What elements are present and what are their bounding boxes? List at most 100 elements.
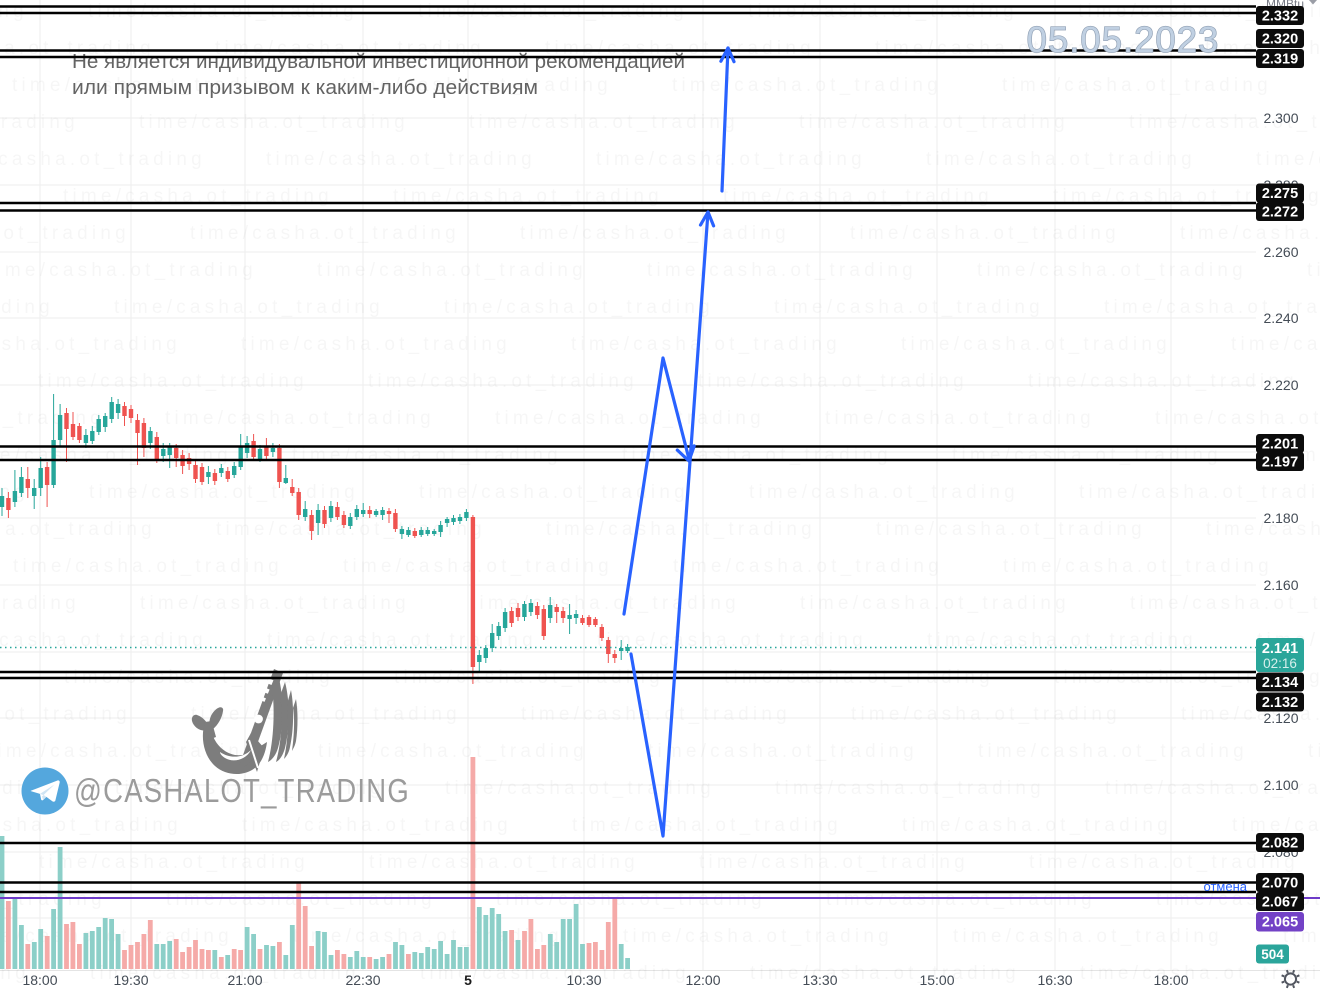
svg-text:time/casha.ot_trading: time/casha.ot_trading [774, 297, 1044, 318]
svg-text:time/casha.ot_trading: time/casha.ot_trading [673, 556, 943, 577]
svg-text:time/casha.ot_trading: time/casha.ot_trading [0, 334, 181, 355]
svg-text:2.320: 2.320 [1262, 32, 1298, 48]
svg-text:time/casha.ot_trading: time/casha.ot_trading [800, 593, 1070, 614]
svg-text:time/casha.ot_trading: time/casha.ot_trading [165, 408, 435, 429]
svg-text:time/casha.ot_trading: time/casha.ot_trading [39, 852, 309, 873]
svg-text:time/casha.ot_trading: time/casha.ot_trading [775, 778, 1045, 799]
svg-text:time/casha.ot_trading: time/casha.ot_trading [978, 741, 1248, 762]
svg-text:time/casha.ot_trading: time/casha.ot_trading [89, 482, 359, 503]
svg-text:time/casha.ot_trading: time/casha.ot_trading [0, 408, 105, 429]
svg-text:time/casha.ot_trading: time/casha.ot_trading [648, 741, 918, 762]
svg-text:time/casha.ot_trading: time/casha.ot_trading [0, 149, 206, 170]
svg-text:13:30: 13:30 [802, 972, 837, 988]
svg-text:22:30: 22:30 [345, 972, 380, 988]
svg-text:16:30: 16:30 [1037, 972, 1072, 988]
svg-text:time/casha.ot_trading: time/casha.ot_trading [1029, 852, 1299, 873]
svg-text:time/casha.ot_trading: time/casha.ot_trading [750, 963, 1020, 984]
svg-text:time/casha.ot_trading: time/casha.ot_trading [1308, 741, 1320, 762]
svg-text:time/casha.ot_trading: time/casha.ot_trading [876, 519, 1146, 540]
svg-text:2.332: 2.332 [1262, 9, 1298, 25]
svg-text:time/casha.ot_trading: time/casha.ot_trading [292, 445, 562, 466]
svg-text:time/casha.ot_trading: time/casha.ot_trading [521, 704, 791, 725]
svg-text:MMBtu: MMBtu [1266, 0, 1304, 11]
svg-text:2.070: 2.070 [1262, 876, 1298, 892]
svg-text:time/casha.ot_trading: time/casha.ot_trading [596, 149, 866, 170]
svg-text:Не является индивидувальной ин: Не является индивидувальной инвестиционн… [72, 51, 685, 73]
svg-text:18:00: 18:00 [1153, 972, 1188, 988]
svg-text:time/casha.ot_trading: time/casha.ot_trading [419, 482, 689, 503]
svg-text:2.082: 2.082 [1262, 836, 1298, 852]
svg-text:time/casha.ot_trading: time/casha.ot_trading [799, 112, 1069, 133]
svg-text:05.05.2023: 05.05.2023 [1027, 19, 1220, 60]
svg-text:time/casha.ot_trading: time/casha.ot_trading [1231, 334, 1320, 355]
svg-text:time/casha.ot_trading: time/casha.ot_trading [672, 75, 942, 96]
svg-text:2.100: 2.100 [1263, 777, 1298, 793]
svg-text:отмена: отмена [1204, 879, 1248, 894]
svg-text:time/casha.ot_trading: time/casha.ot_trading [952, 445, 1222, 466]
svg-text:time/casha.ot_trading: time/casha.ot_trading [571, 334, 841, 355]
svg-text:time/casha.ot_trading: time/casha.ot_trading [38, 371, 308, 392]
svg-text:time/casha.ot_trading: time/casha.ot_trading [1002, 75, 1272, 96]
svg-text:2.201: 2.201 [1262, 437, 1298, 453]
svg-text:time/casha.ot_trading: time/casha.ot_trading [241, 334, 511, 355]
svg-text:time/casha.ot_trading: time/casha.ot_trading [469, 112, 739, 133]
svg-text:time/casha.ot_trading: time/casha.ot_trading [850, 223, 1120, 244]
svg-text:19:30: 19:30 [113, 972, 148, 988]
svg-text:time/casha.ot_trading: time/casha.ot_trading [0, 704, 131, 725]
svg-text:time/casha.ot_trading: time/casha.ot_trading [0, 260, 257, 281]
svg-text:time/casha.ot_trading: time/casha.ot_trading [1232, 815, 1320, 836]
svg-text:time/casha.ot_trading: time/casha.ot_trading [0, 1, 28, 22]
svg-text:time/casha.ot_trading: time/casha.ot_trading [0, 445, 232, 466]
svg-text:time/casha.ot_trading: time/casha.ot_trading [0, 112, 79, 133]
svg-text:time/casha.ot_trading: time/casha.ot_trading [1079, 482, 1320, 503]
svg-text:time/casha.ot_trading: time/casha.ot_trading [0, 519, 156, 540]
svg-text:time/casha.ot_trading: time/casha.ot_trading [0, 297, 54, 318]
svg-text:time/casha.ot_trading: time/casha.ot_trading [343, 556, 613, 577]
svg-text:2.180: 2.180 [1263, 510, 1298, 526]
svg-text:time/casha.ot_trading: time/casha.ot_trading [445, 778, 715, 799]
svg-text:time/casha.ot_trading: time/casha.ot_trading [572, 815, 842, 836]
svg-text:504: 504 [1261, 947, 1284, 962]
svg-text:2.067: 2.067 [1262, 895, 1298, 911]
svg-text:2.260: 2.260 [1263, 244, 1298, 260]
svg-text:2.132: 2.132 [1262, 695, 1298, 711]
svg-text:02:16: 02:16 [1263, 656, 1297, 671]
svg-text:time/casha.ot_trading: time/casha.ot_trading [901, 334, 1171, 355]
svg-text:time/casha.ot_trading: time/casha.ot_trading [191, 704, 461, 725]
svg-text:15:00: 15:00 [919, 972, 954, 988]
svg-text:time/casha.ot_trading: time/casha.ot_trading [699, 852, 969, 873]
svg-text:time/casha.ot_trading: time/casha.ot_trading [748, 1, 1018, 22]
svg-text:time/casha.ot_trading: time/casha.ot_trading [926, 149, 1196, 170]
svg-text:time/casha.ot_trading: time/casha.ot_trading [13, 556, 283, 577]
svg-text:2.272: 2.272 [1262, 205, 1298, 221]
svg-text:time/casha.ot_trading: time/casha.ot_trading [1080, 963, 1320, 984]
svg-text:5: 5 [464, 972, 472, 988]
svg-text:time/casha.ot_trading: time/casha.ot_trading [495, 408, 765, 429]
svg-text:time/casha.ot_trading: time/casha.ot_trading [0, 223, 130, 244]
svg-text:time/casha.ot_trading: time/casha.ot_trading [902, 815, 1172, 836]
svg-text:2.134: 2.134 [1262, 675, 1298, 691]
svg-text:time/casha.ot_trading: time/casha.ot_trading [418, 1, 688, 22]
svg-text:time/casha.ot_trading: time/casha.ot_trading [139, 112, 409, 133]
svg-text:time/casha.ot_trading: time/casha.ot_trading [1130, 593, 1320, 614]
svg-text:10:30: 10:30 [566, 972, 601, 988]
svg-text:time/casha.ot_trading: time/casha.ot_trading [546, 519, 816, 540]
svg-text:time/casha.ot_trading: time/casha.ot_trading [318, 741, 588, 762]
svg-text:@CASHALOT_TRADING: @CASHALOT_TRADING [74, 772, 410, 809]
svg-text:time/casha.ot_trading: time/casha.ot_trading [0, 593, 80, 614]
svg-text:time/casha.ot_trading: time/casha.ot_trading [88, 1, 358, 22]
svg-text:21:00: 21:00 [227, 972, 262, 988]
svg-text:time/casha.ot_trading: time/casha.ot_trading [190, 223, 460, 244]
svg-text:time/casha.ot_trading: time/casha.ot_trading [622, 445, 892, 466]
svg-text:time/casha.ot_trading: time/casha.ot_trading [749, 482, 1019, 503]
svg-text:2.220: 2.220 [1263, 377, 1298, 393]
svg-text:2.319: 2.319 [1262, 52, 1298, 68]
svg-text:time/casha.ot_trading: time/casha.ot_trading [1180, 223, 1320, 244]
svg-text:или прямым призывом к каким-ли: или прямым призывом к каким-либо действи… [72, 77, 538, 99]
svg-text:time/casha.ot_trading: time/casha.ot_trading [114, 297, 384, 318]
svg-text:2.065: 2.065 [1262, 915, 1298, 931]
svg-text:2.160: 2.160 [1263, 577, 1298, 593]
svg-text:time/casha.ot_trading: time/casha.ot_trading [0, 815, 182, 836]
svg-text:time/casha.ot_trading: time/casha.ot_trading [623, 926, 893, 947]
svg-text:time/casha.ot_trading: time/casha.ot_trading [368, 371, 638, 392]
